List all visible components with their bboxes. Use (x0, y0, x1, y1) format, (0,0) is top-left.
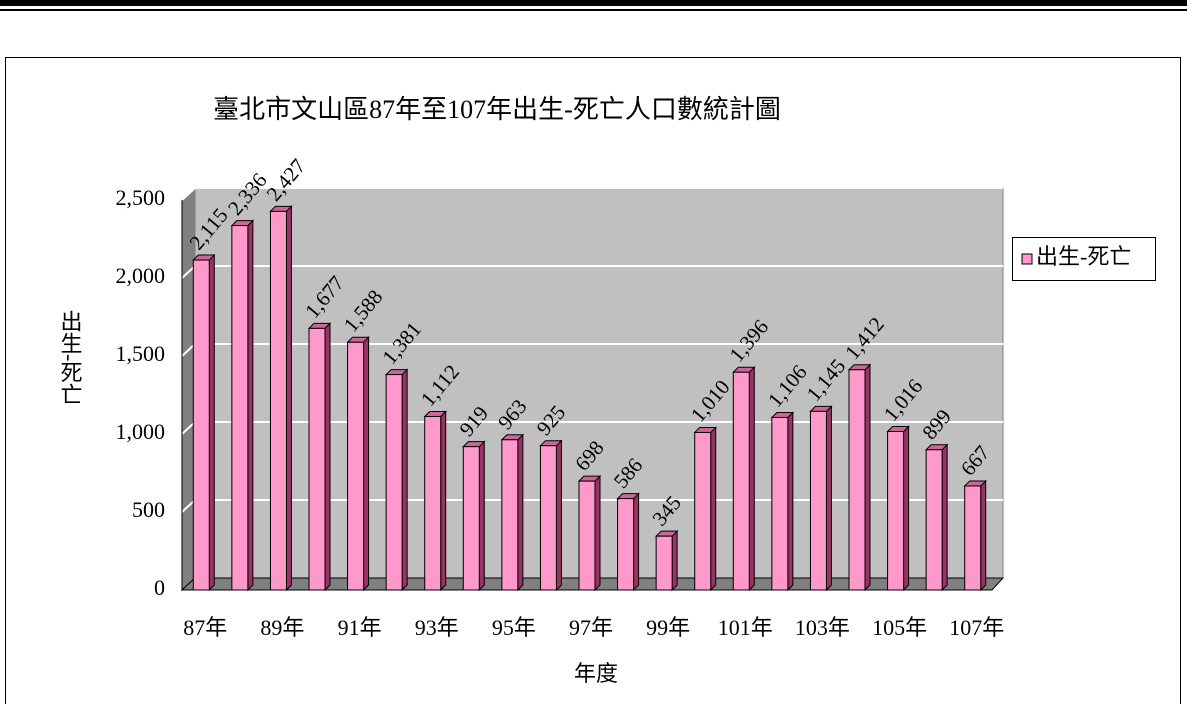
y-tick-label: 2,500 (116, 185, 166, 210)
legend-swatch (1021, 253, 1033, 265)
bar-side (980, 479, 987, 592)
bar-front (925, 449, 943, 591)
bar (616, 492, 640, 592)
legend (1012, 237, 1156, 281)
bar-side (941, 443, 948, 592)
bar-side (401, 368, 408, 592)
bar-front (732, 371, 750, 591)
bar-front (655, 535, 673, 591)
x-tick-label: 101年 (718, 615, 773, 640)
bar-side (864, 363, 871, 592)
bar (539, 439, 563, 592)
bar (500, 433, 525, 592)
bar-side (903, 425, 910, 592)
bar-front (192, 259, 210, 591)
bar-front (578, 480, 596, 591)
bar-front (809, 410, 827, 591)
bar-side (633, 492, 640, 592)
chart-border (5, 57, 1181, 704)
bar-front (617, 498, 635, 591)
bar-side (440, 410, 447, 592)
bar-side (208, 253, 215, 592)
y-tick-label: 1,000 (116, 419, 166, 444)
y-tick-label: 500 (132, 497, 165, 522)
x-tick-label: 99年 (646, 615, 690, 640)
y-tick-label: 0 (154, 575, 165, 600)
bar-front (308, 327, 326, 591)
bar (269, 205, 293, 592)
bar (886, 425, 910, 592)
bar-side (671, 529, 678, 592)
bar-front (501, 439, 519, 591)
x-tick-label: 103年 (795, 615, 850, 640)
bar-side (478, 440, 485, 592)
bar-side (324, 322, 331, 592)
bar-side (517, 433, 524, 592)
bar-side (594, 474, 601, 592)
x-tick-label: 107年 (949, 615, 1004, 640)
bar (462, 440, 486, 592)
bar-side (285, 205, 292, 592)
bar-front (424, 416, 442, 591)
x-tick-label: 95年 (492, 615, 536, 640)
bar (192, 253, 216, 592)
bar-front (462, 446, 480, 591)
bar (577, 474, 602, 592)
bar (693, 426, 717, 592)
x-tick-label: 87年 (183, 615, 227, 640)
bar (770, 411, 795, 592)
y-tick-label: 2,000 (116, 263, 166, 288)
bar-front (848, 369, 866, 591)
bar (847, 363, 872, 592)
bar-side (710, 426, 717, 592)
bar-front (385, 374, 403, 591)
top-rule (0, 9, 1187, 11)
y-axis-title: 出生-死亡 (58, 310, 83, 405)
x-tick-label: 93年 (415, 615, 459, 640)
bar (924, 443, 949, 592)
bar (307, 322, 332, 592)
bar-side (825, 405, 832, 592)
x-tick-label: 105年 (872, 615, 927, 640)
bar-front (964, 485, 982, 591)
bar-side (787, 411, 794, 592)
x-tick-label: 97年 (569, 615, 613, 640)
bar-front (771, 416, 789, 591)
bar (384, 368, 409, 592)
grid-line (181, 187, 1003, 201)
bar-front (694, 431, 712, 591)
top-rule (0, 0, 1187, 6)
bar-side (247, 219, 254, 592)
bar-side (748, 366, 755, 592)
bar (230, 219, 255, 592)
bar (423, 410, 447, 592)
bar-side (363, 336, 370, 592)
bar-front (347, 341, 365, 591)
bar-front (231, 225, 249, 591)
bar (963, 479, 987, 592)
x-tick-label: 89年 (260, 615, 304, 640)
bar-side (555, 439, 562, 592)
bar (732, 366, 756, 592)
bar-front (539, 445, 557, 591)
x-tick-label: 91年 (338, 615, 382, 640)
legend-label: 出生-死亡 (1036, 244, 1131, 269)
bar (654, 529, 679, 592)
y-tick-label: 1,500 (116, 341, 166, 366)
bar-front (887, 431, 905, 591)
x-axis-title: 年度 (574, 661, 618, 686)
chart-title: 臺北市文山區87年至107年出生-死亡人口數統計圖 (213, 95, 781, 124)
bar-front (269, 210, 287, 591)
bar (346, 336, 370, 592)
bar (809, 405, 833, 592)
